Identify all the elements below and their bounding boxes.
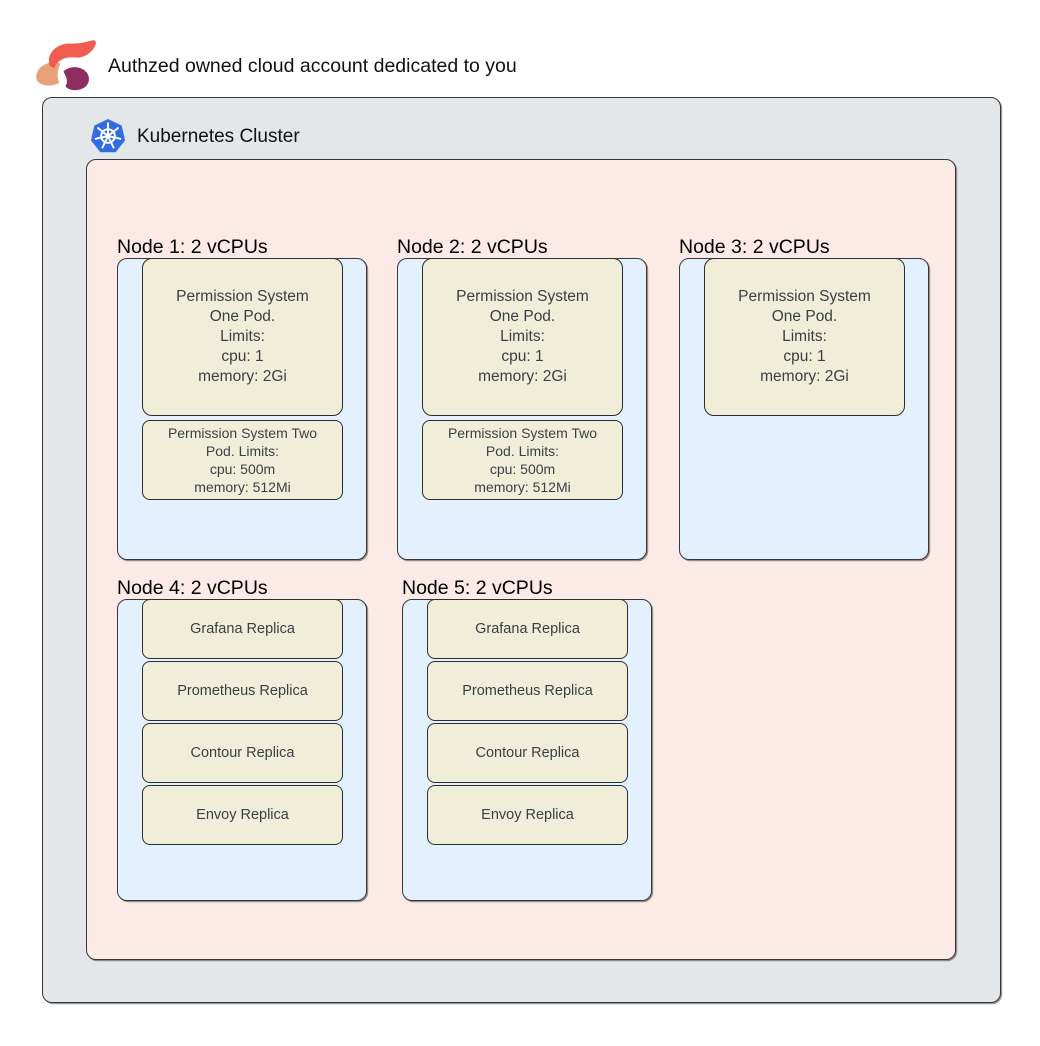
- pod-envoy-replica: Envoy Replica: [142, 785, 343, 845]
- pod-prometheus-replica: Prometheus Replica: [427, 661, 628, 721]
- authzed-logo-icon: [36, 40, 96, 91]
- pod-text-line: Grafana Replica: [475, 621, 580, 637]
- node-5-label: Node 5: 2 vCPUs: [402, 577, 553, 599]
- pod-text-line: memory: 2Gi: [478, 368, 567, 385]
- node-3-pods: Permission System One Pod. Limits: cpu: …: [704, 258, 905, 420]
- pod-text-line: Limits:: [782, 328, 827, 345]
- pod-text-line: Grafana Replica: [190, 621, 295, 637]
- pod-envoy-replica: Envoy Replica: [427, 785, 628, 845]
- pod-text-line: Envoy Replica: [481, 807, 574, 823]
- pod-text-line: cpu: 1: [221, 348, 264, 365]
- pod-text-line: memory: 2Gi: [760, 368, 849, 385]
- node-5-pods: Grafana Replica Prometheus Replica Conto…: [427, 599, 628, 847]
- pod-permission-system-two: Permission System Two Pod. Limits: cpu: …: [422, 420, 623, 500]
- pod-text-line: Permission System Two: [167, 425, 318, 441]
- pod-text-line: cpu: 1: [783, 348, 826, 365]
- pod-permission-system-one: Permission System One Pod. Limits: cpu: …: [422, 258, 623, 416]
- node-2-pods: Permission System One Pod. Limits: cpu: …: [422, 258, 623, 500]
- pod-text-line: One Pod.: [209, 308, 276, 325]
- pod-text-line: Contour Replica: [475, 745, 580, 761]
- pod-contour-replica: Contour Replica: [142, 723, 343, 783]
- header: Authzed owned cloud account dedicated to…: [34, 40, 517, 93]
- cluster-inner-box: Node 1: 2 vCPUs Permission System One Po…: [86, 159, 956, 960]
- pod-text-line: Permission System: [738, 288, 871, 305]
- pod-text-line: memory: 2Gi: [198, 368, 287, 385]
- pod-permission-system-two: Permission System Two Pod. Limits: cpu: …: [142, 420, 343, 500]
- node-4-pods: Grafana Replica Prometheus Replica Conto…: [142, 599, 343, 847]
- kubernetes-icon: [90, 119, 126, 153]
- pod-permission-system-one: Permission System One Pod. Limits: cpu: …: [704, 258, 905, 416]
- pod-text-line: cpu: 1: [501, 348, 544, 365]
- node-4-label: Node 4: 2 vCPUs: [117, 577, 268, 599]
- node-2-box: Permission System One Pod. Limits: cpu: …: [397, 258, 647, 560]
- pod-prometheus-replica: Prometheus Replica: [142, 661, 343, 721]
- node-5-box: Grafana Replica Prometheus Replica Conto…: [402, 599, 652, 901]
- node-3-label: Node 3: 2 vCPUs: [679, 236, 830, 258]
- node-3: Node 3: 2 vCPUs Permission System One Po…: [679, 236, 929, 560]
- pod-text-line: memory: 512Mi: [474, 479, 571, 495]
- pod-grafana-replica: Grafana Replica: [142, 599, 343, 659]
- node-2: Node 2: 2 vCPUs Permission System One Po…: [397, 236, 647, 560]
- pod-grafana-replica: Grafana Replica: [427, 599, 628, 659]
- pod-contour-replica: Contour Replica: [427, 723, 628, 783]
- header-title: Authzed owned cloud account dedicated to…: [108, 55, 517, 77]
- kubernetes-cluster-label: Kubernetes Cluster: [137, 125, 300, 147]
- node-1-label: Node 1: 2 vCPUs: [117, 236, 268, 258]
- pod-permission-system-one: Permission System One Pod. Limits: cpu: …: [142, 258, 343, 416]
- pod-text-line: One Pod.: [489, 308, 556, 325]
- pod-text-line: Pod. Limits:: [485, 443, 560, 459]
- pod-text-line: cpu: 500m: [209, 461, 276, 477]
- pod-text-line: Contour Replica: [190, 745, 295, 761]
- pod-text-line: Permission System Two: [447, 425, 598, 441]
- node-3-box: Permission System One Pod. Limits: cpu: …: [679, 258, 929, 560]
- pod-text-line: Pod. Limits:: [205, 443, 280, 459]
- pod-text-line: Envoy Replica: [196, 807, 289, 823]
- pod-text-line: Permission System: [176, 288, 309, 305]
- pod-text-line: One Pod.: [771, 308, 838, 325]
- node-4-box: Grafana Replica Prometheus Replica Conto…: [117, 599, 367, 901]
- node-1: Node 1: 2 vCPUs Permission System One Po…: [117, 236, 367, 560]
- node-1-pods: Permission System One Pod. Limits: cpu: …: [142, 258, 343, 500]
- pod-text-line: Prometheus Replica: [462, 683, 593, 699]
- pod-text-line: Prometheus Replica: [177, 683, 308, 699]
- kubernetes-cluster-header: Kubernetes Cluster: [88, 116, 300, 157]
- pod-text-line: Permission System: [456, 288, 589, 305]
- node-1-box: Permission System One Pod. Limits: cpu: …: [117, 258, 367, 560]
- pod-text-line: Limits:: [220, 328, 265, 345]
- pod-text-line: Limits:: [500, 328, 545, 345]
- cloud-account-box: Kubernetes Cluster Node 1: 2 vCPUs Permi…: [42, 97, 1001, 1003]
- pod-text-line: cpu: 500m: [489, 461, 556, 477]
- node-5: Node 5: 2 vCPUs Grafana Replica Promethe…: [402, 577, 652, 901]
- node-4: Node 4: 2 vCPUs Grafana Replica Promethe…: [117, 577, 367, 901]
- pod-text-line: memory: 512Mi: [194, 479, 291, 495]
- node-2-label: Node 2: 2 vCPUs: [397, 236, 548, 258]
